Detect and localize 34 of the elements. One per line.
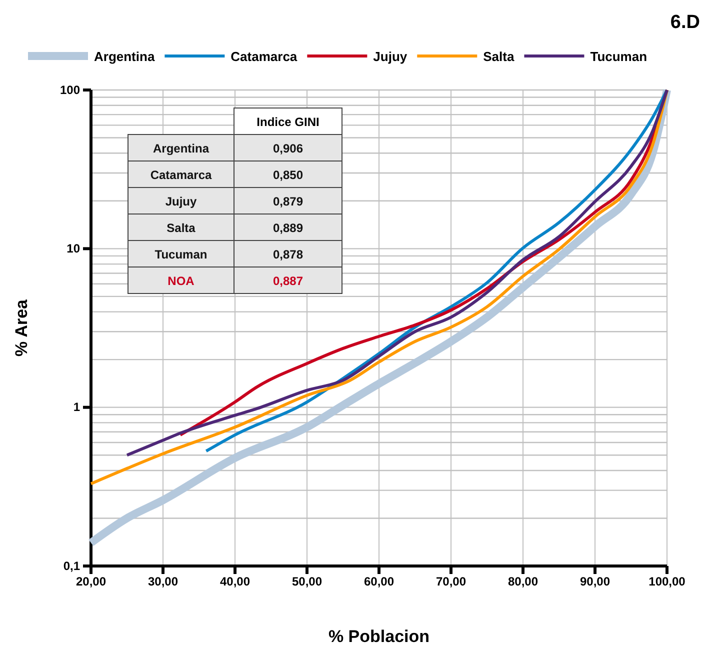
annotation: Salta <box>166 221 196 235</box>
annotation: 0,879 <box>272 194 304 208</box>
x-tick-label: 100,00 <box>648 574 686 589</box>
legend-label: Salta <box>483 49 515 64</box>
x-tick-label: 40,00 <box>220 574 250 589</box>
x-tick-label: 90,00 <box>580 574 610 589</box>
y-tick-label: 0,1 <box>63 558 80 573</box>
legend-label: Jujuy <box>373 49 408 64</box>
annotation: 0,878 <box>272 248 304 262</box>
annotation: 0,906 <box>272 142 304 156</box>
x-tick-label: 60,00 <box>364 574 394 589</box>
annotation: NOA <box>168 274 195 288</box>
annotation: 0,887 <box>272 274 304 288</box>
annotation: Tucuman <box>154 248 208 262</box>
annotation: 0,850 <box>272 168 304 182</box>
y-tick-label: 1 <box>73 400 80 414</box>
y-axis-title: % Area <box>12 298 31 357</box>
x-tick-label: 30,00 <box>148 574 178 589</box>
legend-label: Argentina <box>94 49 156 64</box>
x-tick-label: 20,00 <box>76 574 106 589</box>
annotation: Indice GINI <box>256 115 320 129</box>
annotation: Argentina <box>152 142 210 156</box>
annotation: Catamarca <box>150 168 212 182</box>
x-tick-label: 80,00 <box>508 574 538 589</box>
y-tick-label: 10 <box>66 242 80 256</box>
x-tick-label: 50,00 <box>292 574 322 589</box>
chart-title: 6.D <box>670 12 700 33</box>
x-tick-label: 70,00 <box>436 574 466 589</box>
x-axis-title: % Poblacion <box>328 627 430 646</box>
legend-label: Catamarca <box>230 49 298 64</box>
annotation: Jujuy <box>165 194 197 208</box>
y-tick-label: 100 <box>60 82 80 97</box>
legend-label: Tucuman <box>590 49 648 64</box>
annotation: 0,889 <box>272 221 304 235</box>
